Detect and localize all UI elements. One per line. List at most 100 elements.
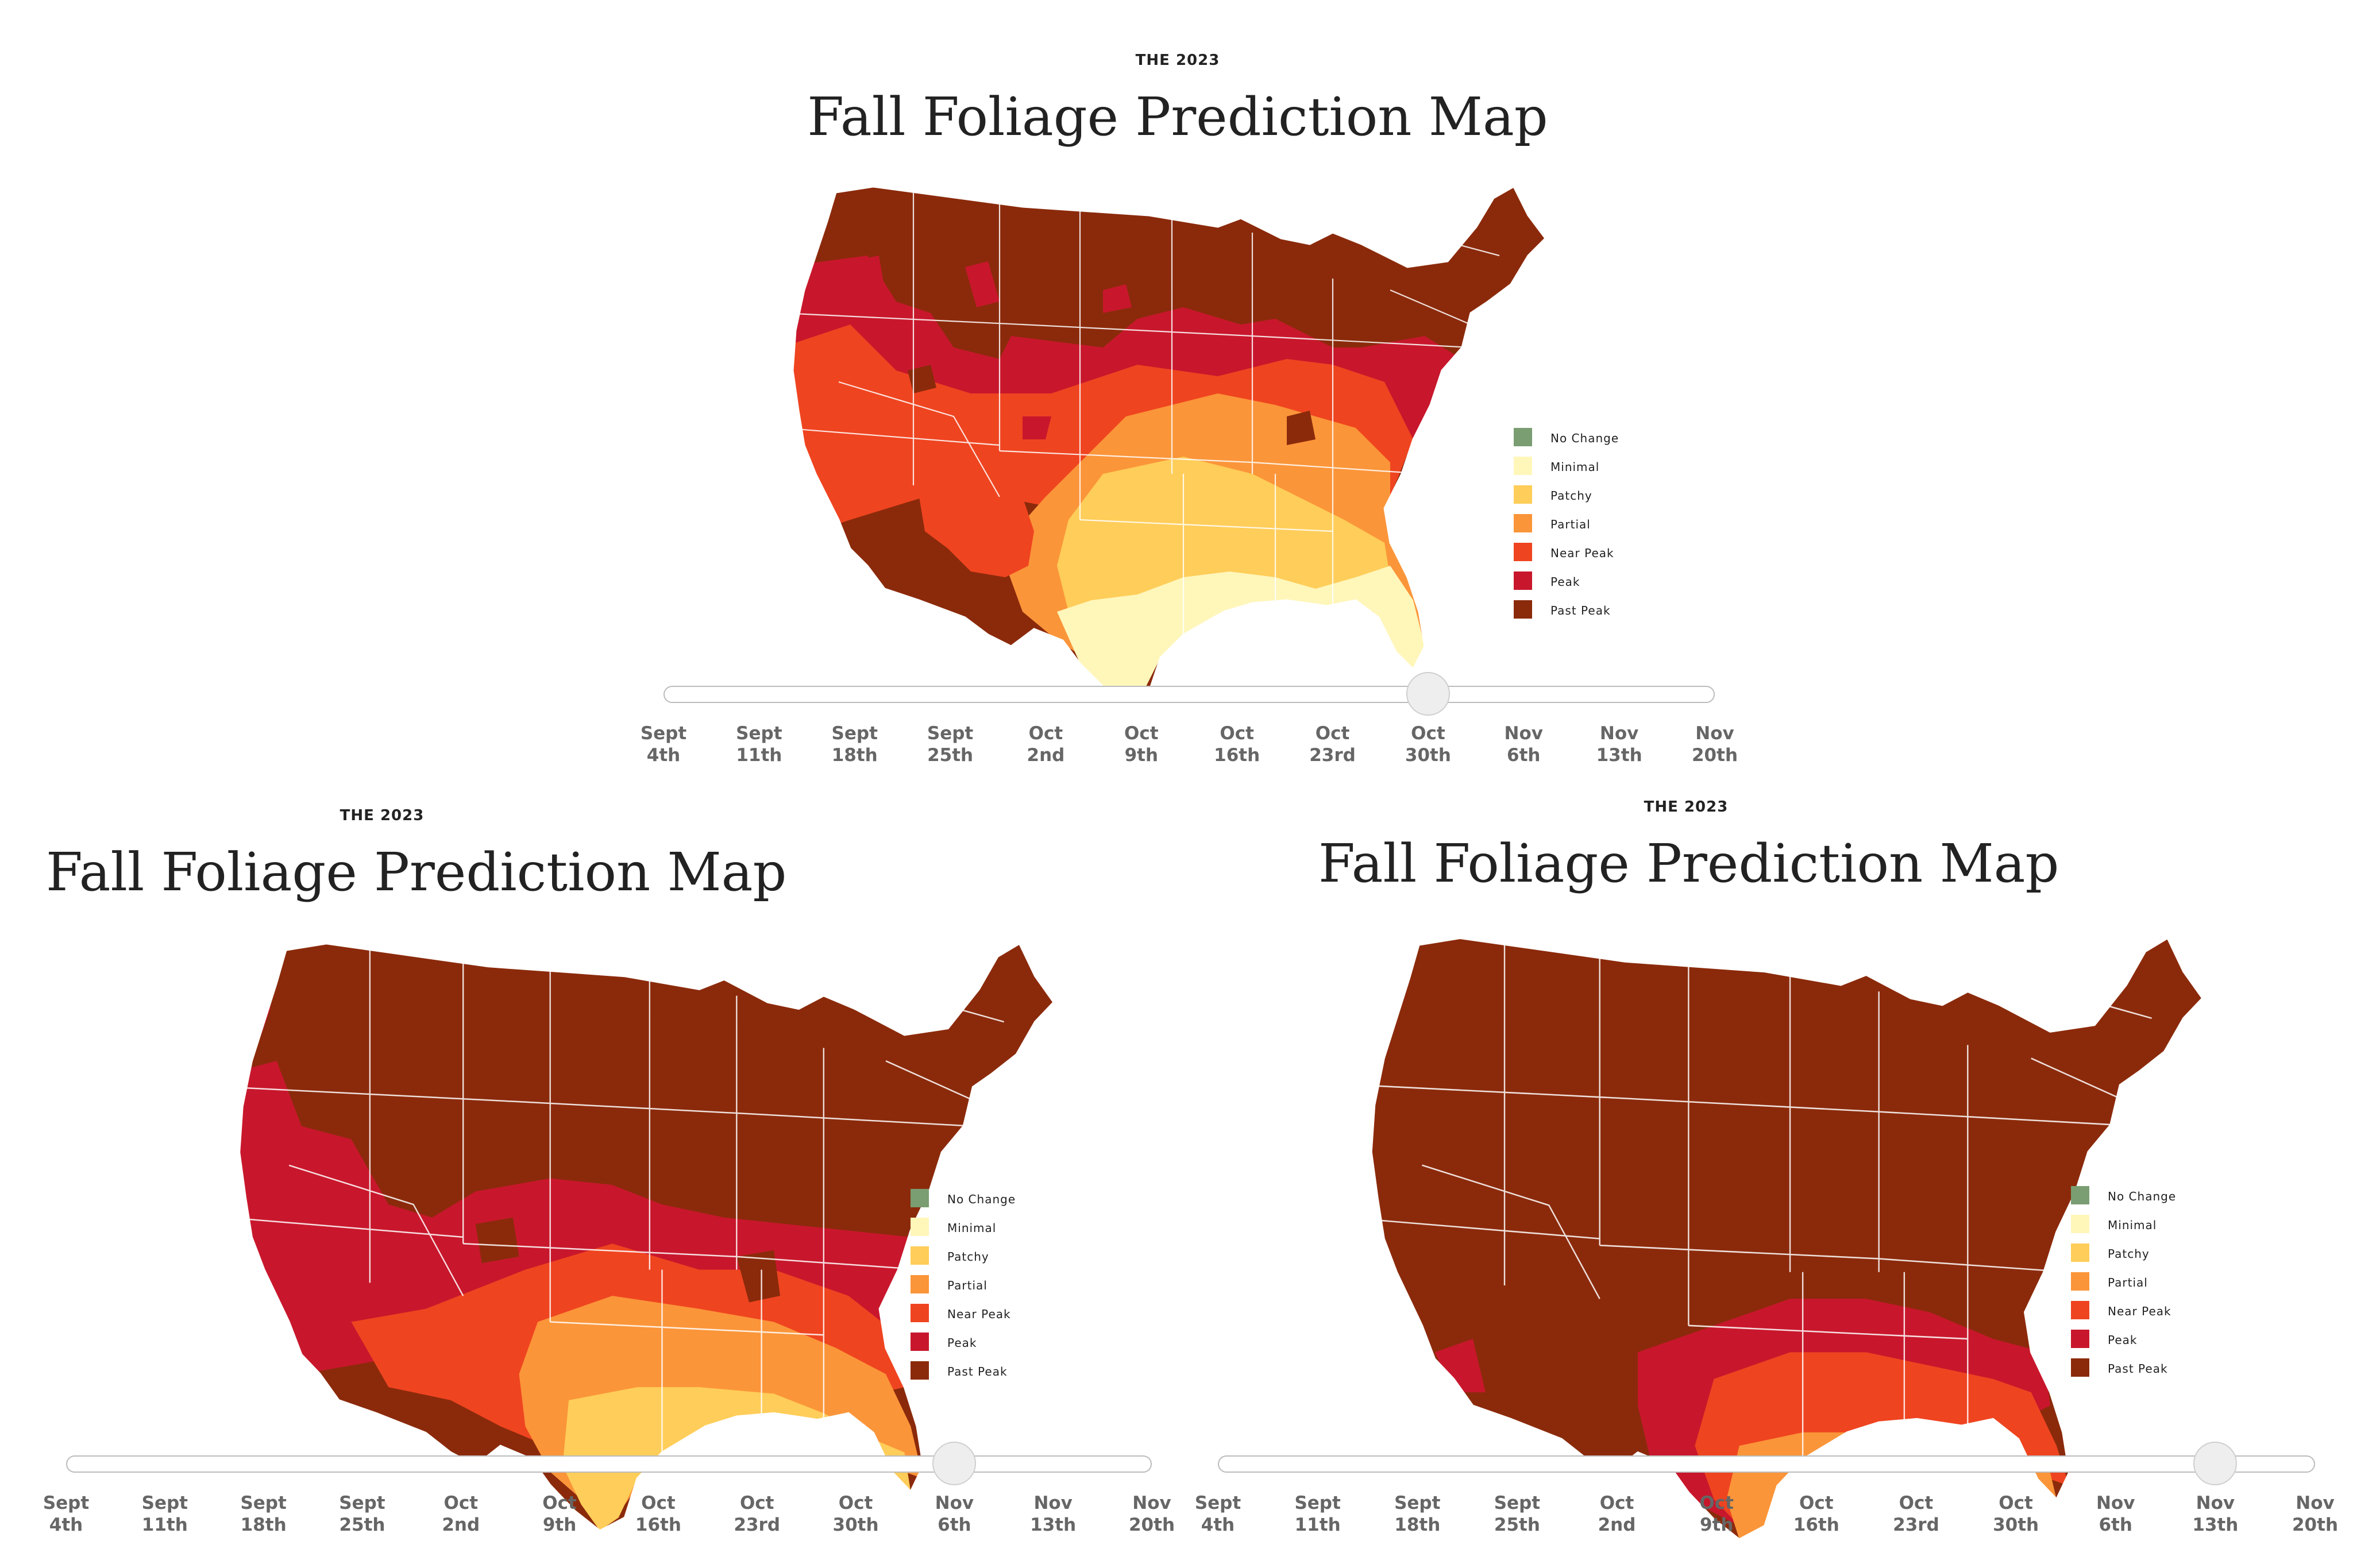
slider-date-month: Oct (542, 1493, 577, 1513)
slider-date-month: Oct (739, 1493, 774, 1513)
slider-date-label[interactable]: Sept 11th (719, 723, 799, 766)
slider-date-label[interactable]: Oct 9th (1676, 1492, 1757, 1536)
slider-date-label[interactable]: Oct 9th (1101, 723, 1182, 766)
slider-date-month: Oct (443, 1493, 479, 1513)
slider-date-label[interactable]: Nov 6th (914, 1492, 994, 1536)
slider-date-label[interactable]: Oct 30th (1976, 1492, 2056, 1536)
slider-date-day: 23rd (1309, 745, 1356, 766)
slider-date-label[interactable]: Nov 20th (1112, 1492, 1192, 1536)
slider-date-month: Oct (838, 1493, 873, 1513)
slider-date-month: Nov (1504, 723, 1543, 744)
legend-swatch-patchy (1514, 485, 1532, 504)
slider-date-labels: Sept 4th Sept 11th Sept 18th Sept 25th Oct 2nd Oct… (43, 1492, 1175, 1544)
slider-date-day: 6th (1507, 745, 1541, 766)
slider-date-label[interactable]: Sept 18th (223, 1492, 304, 1536)
slider-date-label[interactable]: Oct 16th (618, 1492, 699, 1536)
legend-swatch-no-change (2071, 1186, 2089, 1204)
legend-swatch-no-change (1514, 428, 1532, 446)
slider-date-label[interactable]: Nov 20th (1675, 723, 1755, 766)
date-slider[interactable]: Sept 4th Sept 11th Sept 18th Sept 25th Oct 2nd Oct… (43, 1442, 1175, 1545)
slider-date-label[interactable]: Oct 9th (519, 1492, 600, 1536)
slider-date-day: 16th (1793, 1515, 1839, 1535)
date-slider[interactable]: Sept 4th Sept 11th Sept 18th Sept 25th Oct 2nd Oct… (1195, 1442, 2338, 1545)
slider-thumb[interactable] (2193, 1442, 2238, 1485)
slider-date-label[interactable]: Sept 4th (623, 723, 704, 766)
slider-thumb[interactable] (1406, 672, 1450, 716)
legend-label: No Change (2108, 1189, 2177, 1203)
slider-track[interactable] (66, 1455, 1152, 1473)
slider-date-label[interactable]: Oct 2nd (1005, 723, 1086, 766)
slider-date-month: Oct (1799, 1493, 1834, 1513)
slider-date-label[interactable]: Sept 18th (1377, 1492, 1457, 1536)
legend-swatch-past-peak (2071, 1358, 2089, 1377)
slider-date-month: Oct (1028, 723, 1063, 744)
slider-date-label[interactable]: Sept 4th (1178, 1492, 1258, 1536)
slider-date-day: 20th (2292, 1515, 2339, 1535)
legend-swatch-patchy (2071, 1243, 2089, 1262)
slider-date-label[interactable]: Oct 2nd (1577, 1492, 1657, 1536)
slider-date-label[interactable]: Oct 30th (1388, 723, 1468, 766)
slider-date-day: 30th (1405, 745, 1451, 766)
slider-date-day: 4th (49, 1515, 83, 1535)
slider-date-label[interactable]: Nov 6th (2076, 1492, 2156, 1536)
slider-thumb[interactable] (932, 1442, 977, 1485)
slider-date-day: 18th (240, 1515, 287, 1535)
slider-date-month: Sept (240, 1493, 287, 1513)
slider-date-label[interactable]: Oct 16th (1197, 723, 1277, 766)
slider-date-label[interactable]: Oct 30th (816, 1492, 896, 1536)
legend-swatch-near-peak (911, 1304, 929, 1322)
slider-date-day: 18th (831, 745, 878, 766)
legend-label: Patchy (1550, 489, 1592, 503)
slider-date-day: 6th (2099, 1515, 2132, 1535)
slider-date-label[interactable]: Sept 25th (910, 723, 990, 766)
slider-date-label[interactable]: Nov 20th (2275, 1492, 2353, 1536)
legend-label: Peak (2108, 1333, 2138, 1347)
slider-date-label[interactable]: Sept 11th (125, 1492, 205, 1536)
legend-swatch-minimal (911, 1218, 929, 1236)
foliage-map-panel-nov-6: THE 2023 Fall Foliage Prediction Map (43, 807, 1175, 1536)
slider-date-month: Nov (1599, 723, 1639, 744)
legend-label: Partial (947, 1279, 988, 1292)
slider-track[interactable] (664, 686, 1715, 703)
slider-date-day: 9th (542, 1515, 577, 1535)
legend-label: Past Peak (1550, 604, 1611, 617)
legend-swatch-near-peak (1514, 543, 1532, 561)
slider-date-label[interactable]: Nov 6th (1483, 723, 1564, 766)
slider-date-month: Sept (339, 1493, 385, 1513)
slider-date-label[interactable]: Oct 23rd (717, 1492, 797, 1536)
slider-date-label[interactable]: Oct 23rd (1293, 723, 1373, 766)
slider-track[interactable] (1218, 1455, 2315, 1473)
slider-date-label[interactable]: Sept 11th (1278, 1492, 1358, 1536)
slider-date-label[interactable]: Sept 18th (815, 723, 895, 766)
slider-date-day: 4th (1201, 1515, 1235, 1535)
legend-swatch-partial (1514, 514, 1532, 532)
slider-date-month: Oct (1599, 1493, 1634, 1513)
slider-date-month: Sept (640, 723, 687, 744)
slider-date-month: Nov (935, 1493, 974, 1513)
us-foliage-map (781, 175, 1551, 704)
slider-date-label[interactable]: Nov 13th (1579, 723, 1660, 766)
date-slider[interactable]: Sept 4th Sept 11th Sept 18th Sept 25th Oct 2nd Oct… (641, 672, 1738, 775)
page-title: Fall Foliage Prediction Map (1318, 833, 2059, 894)
slider-date-label[interactable]: Sept 25th (1477, 1492, 1557, 1536)
legend-swatch-no-change (911, 1189, 929, 1207)
slider-date-label[interactable]: Sept 4th (26, 1492, 106, 1536)
slider-date-month: Oct (1220, 723, 1254, 744)
slider-date-month: Sept (1194, 1493, 1241, 1513)
legend-label: Minimal (1550, 460, 1600, 474)
slider-date-month: Sept (141, 1493, 188, 1513)
slider-date-month: Sept (43, 1493, 90, 1513)
slider-date-label[interactable]: Nov 13th (1013, 1492, 1093, 1536)
slider-date-label[interactable]: Oct 23rd (1876, 1492, 1956, 1536)
slider-date-day: 9th (1699, 1515, 1734, 1535)
slider-date-label[interactable]: Oct 16th (1776, 1492, 1857, 1536)
slider-date-label[interactable]: Nov 13th (2175, 1492, 2255, 1536)
slider-date-label[interactable]: Oct 2nd (421, 1492, 501, 1536)
slider-date-month: Oct (1899, 1493, 1934, 1513)
slider-date-day: 25th (927, 745, 974, 766)
slider-date-labels: Sept 4th Sept 11th Sept 18th Sept 25th Oct 2nd Oct… (1195, 1492, 2338, 1544)
kicker-text: THE 2023 (340, 807, 425, 824)
slider-date-label[interactable]: Sept 25th (322, 1492, 402, 1536)
slider-date-day: 13th (1596, 745, 1642, 766)
slider-date-month: Sept (927, 723, 974, 744)
